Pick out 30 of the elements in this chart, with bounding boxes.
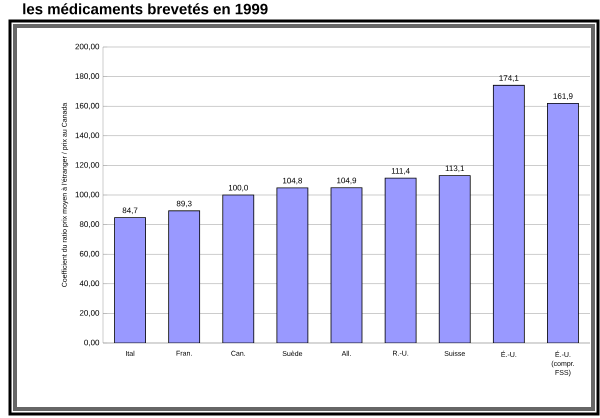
data-label: 84,7 [122,208,138,214]
data-label: 161,9 [554,93,573,100]
y-tick-label: 60,00 [80,250,100,258]
bar [547,102,579,343]
bar [330,187,362,343]
bar [222,194,254,343]
data-label: 111,4 [392,168,410,175]
bar [384,178,417,343]
chart-title: les médicaments brevetés en 1999 [23,3,268,14]
bar [276,187,308,343]
y-tick-label: 180,00 [76,73,100,80]
y-tick-label: 160,00 [76,102,100,110]
y-tick-label: 0,00 [84,340,100,346]
data-label: 100,0 [228,184,248,192]
y-tick-label: 120,00 [76,162,100,169]
bar [492,84,525,343]
bar [114,217,146,343]
y-tick-label: 200,00 [75,44,100,50]
bar [168,210,200,343]
data-label: 104,8 [282,178,302,184]
data-label: 104,9 [337,178,356,184]
bar [438,175,471,343]
data-label: 113,1 [446,165,464,172]
y-tick-label: 80,00 [80,221,100,228]
data-label: 174,1 [499,75,518,82]
y-tick-label: 40,00 [80,280,100,288]
data-label: 89,3 [176,200,192,208]
y-tick-label: 100,00 [76,192,100,198]
y-tick-label: 20,00 [80,310,100,317]
y-tick-label: 140,00 [76,132,100,140]
